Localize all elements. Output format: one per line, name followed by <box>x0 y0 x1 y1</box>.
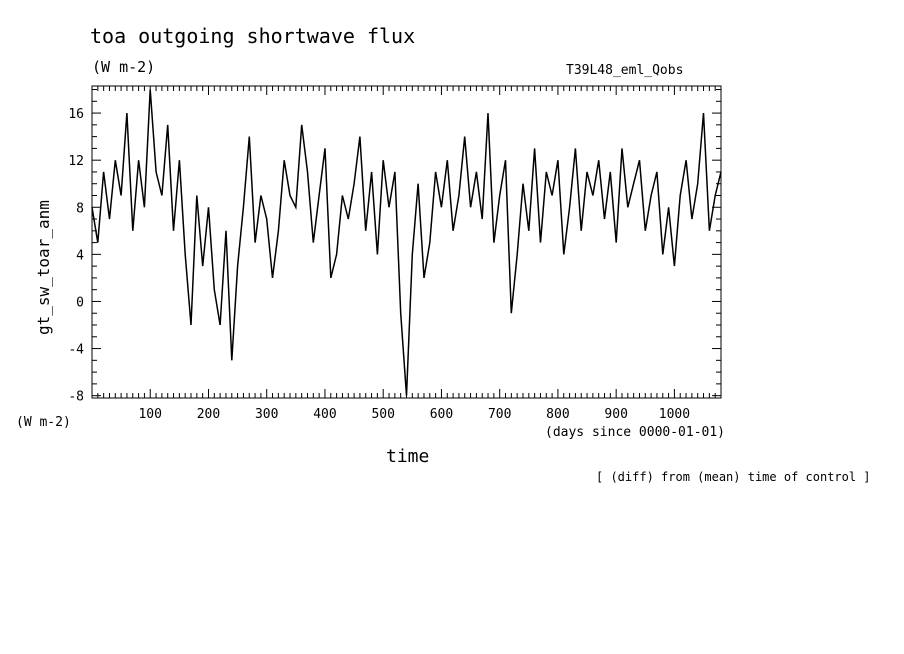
chart-title: toa outgoing shortwave flux <box>90 24 416 48</box>
y-axis-ticks <box>92 89 721 397</box>
x-tick-label: 300 <box>255 407 278 422</box>
x-axis-units: (days since 0000-01-01) <box>545 425 726 440</box>
x-tick-label: 500 <box>371 407 394 422</box>
x-tick-label: 600 <box>430 407 453 422</box>
footnote: [ (diff) from (mean) time of control ] <box>596 470 871 484</box>
run-name: T39L48_eml_Qobs <box>566 63 684 78</box>
x-tick-label: 800 <box>546 407 569 422</box>
x-tick-label: 700 <box>488 407 511 422</box>
x-tick-label: 200 <box>197 407 220 422</box>
x-tick-label: 1000 <box>659 407 690 422</box>
y-tick-label: 16 <box>68 107 84 122</box>
y-axis-tick-labels: -8 -4 0 4 8 12 16 <box>68 107 84 405</box>
y-tick-label: 8 <box>76 201 84 216</box>
y-tick-label: -8 <box>68 390 84 405</box>
y-axis-units: (W m-2) <box>16 415 71 430</box>
x-tick-label: 100 <box>138 407 161 422</box>
x-axis-ticks <box>97 86 716 398</box>
chart-units: (W m-2) <box>92 58 156 76</box>
x-tick-label: 400 <box>313 407 336 422</box>
series-line <box>91 89 722 396</box>
y-axis-label: gt_sw_toar_anm <box>34 200 53 335</box>
y-tick-label: 0 <box>76 295 84 310</box>
y-tick-label: 4 <box>76 248 84 263</box>
x-axis-label: time <box>386 446 430 467</box>
x-tick-label: 900 <box>604 407 627 422</box>
y-tick-label: -4 <box>68 343 84 358</box>
y-tick-label: 12 <box>68 154 84 169</box>
plot-frame <box>91 85 722 399</box>
x-axis-tick-labels: 100 200 300 400 500 600 700 800 900 1000 <box>138 407 690 422</box>
